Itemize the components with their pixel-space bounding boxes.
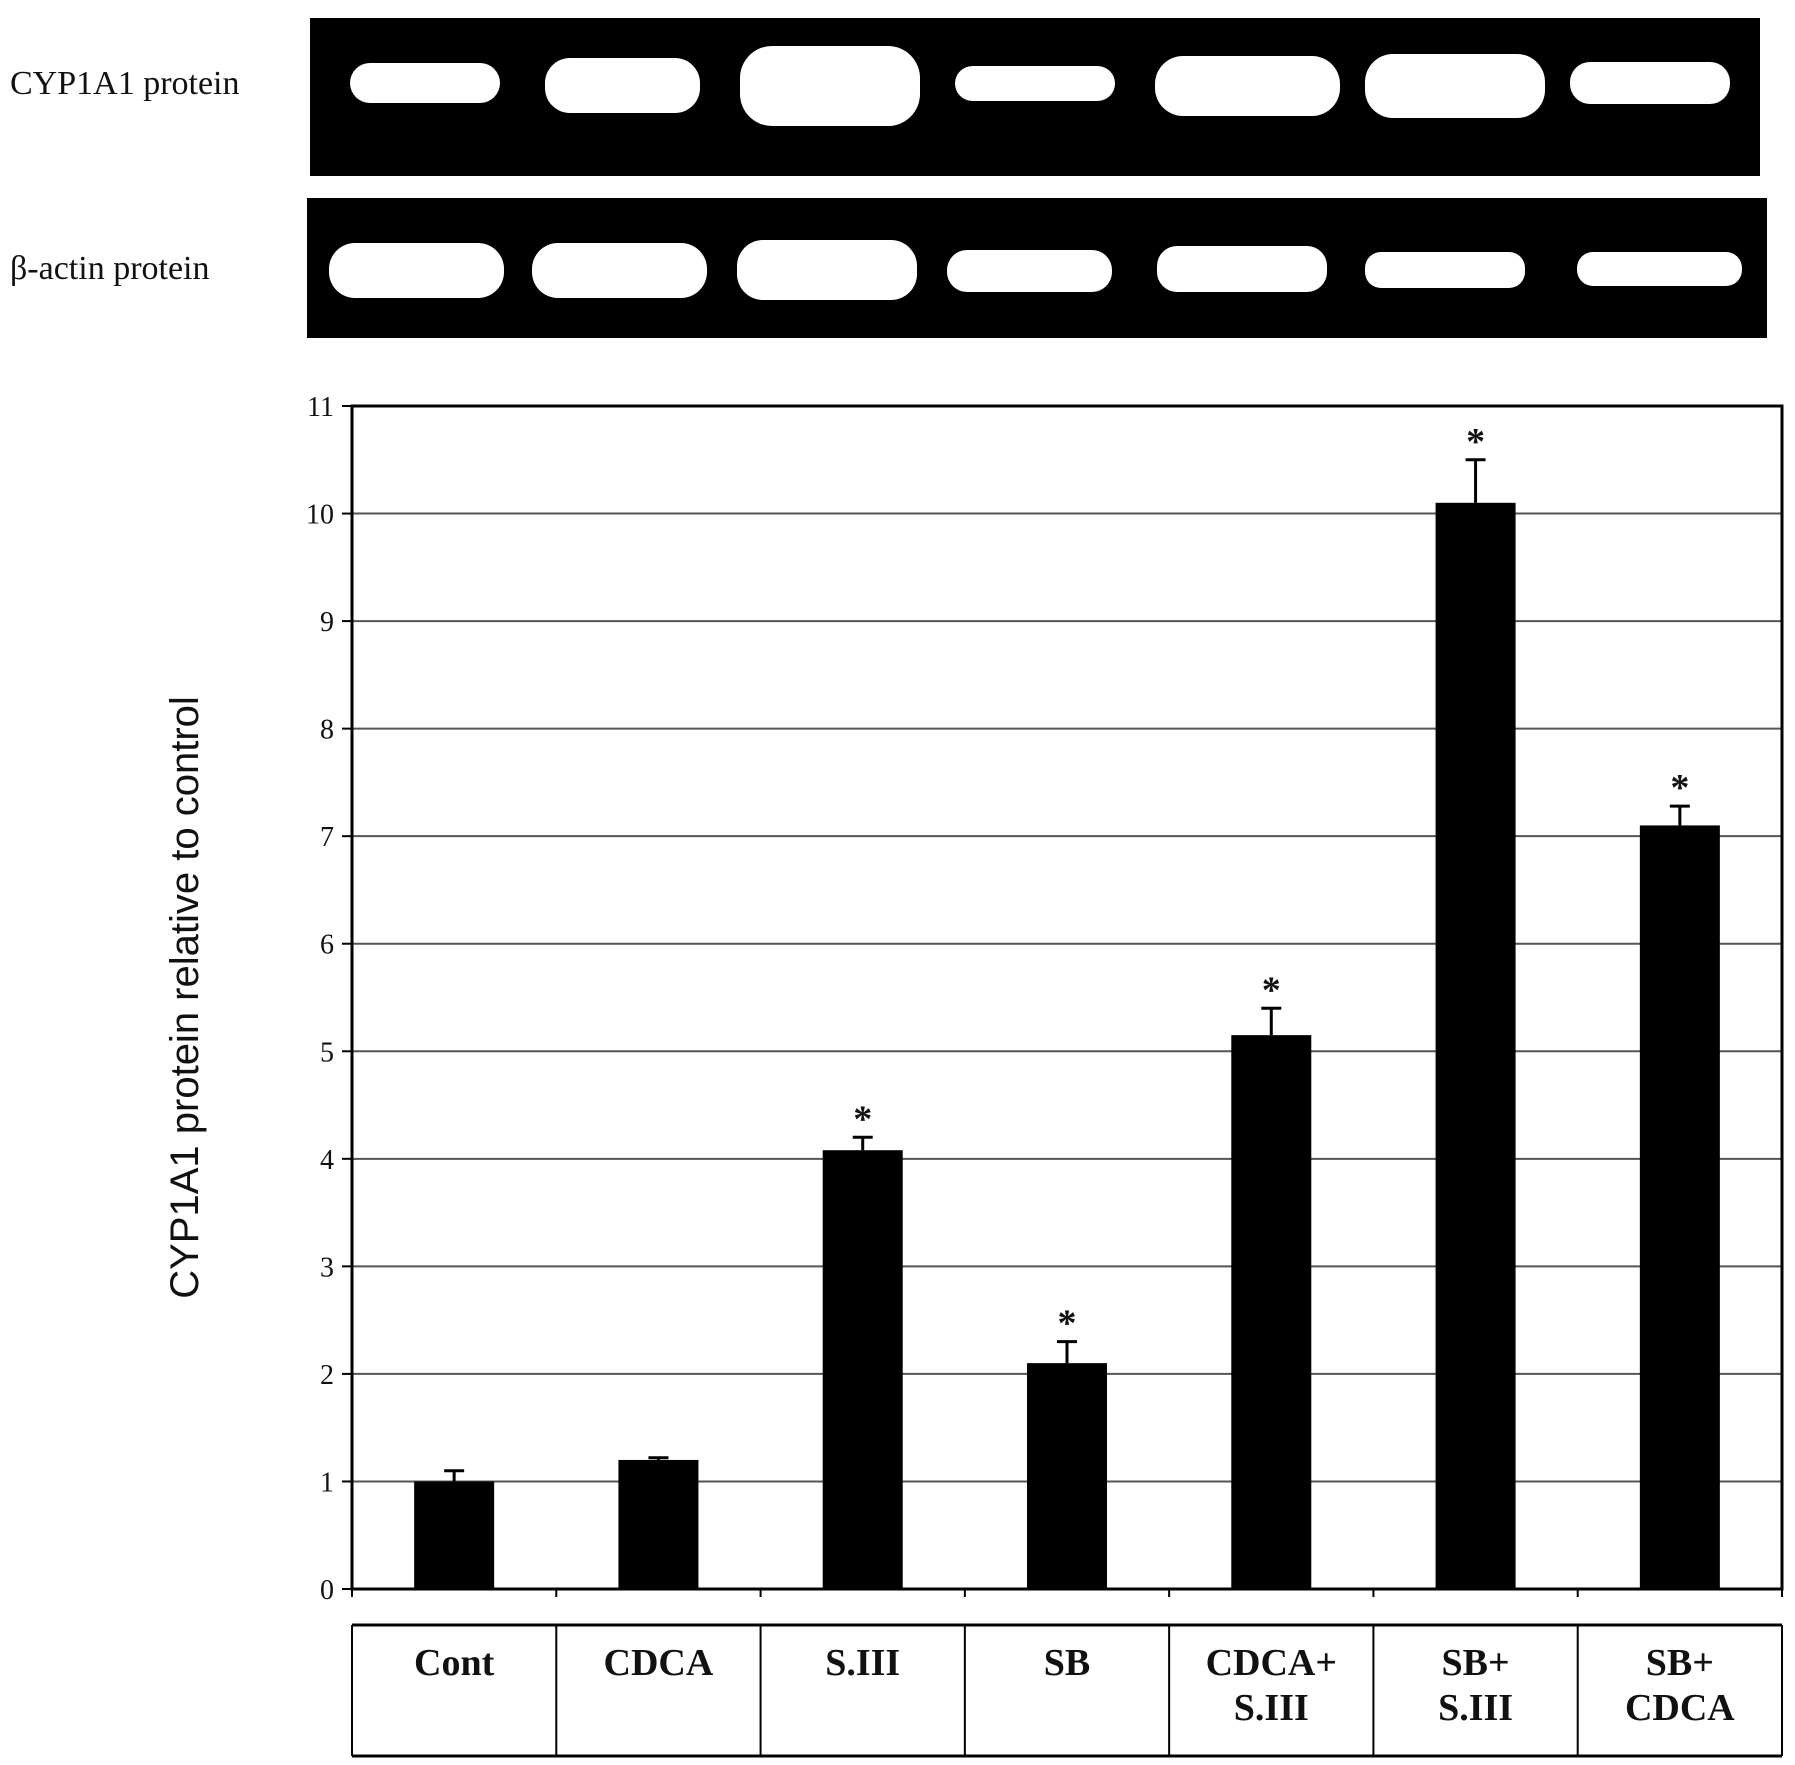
bar xyxy=(822,1150,903,1589)
beta-actin-blot-label: β-actin protein xyxy=(10,250,210,287)
beta-actin-band xyxy=(329,243,504,298)
beta-actin-blot-image xyxy=(307,198,1767,338)
category-label: S.III xyxy=(1438,1687,1513,1729)
y-tick-label: 1 xyxy=(320,1467,334,1498)
bar xyxy=(414,1481,495,1589)
cyp1a1-band xyxy=(955,66,1115,101)
category-label: S.III xyxy=(825,1642,900,1684)
y-tick-label: 3 xyxy=(320,1252,334,1283)
category-label: Cont xyxy=(414,1642,495,1684)
y-tick-label: 7 xyxy=(320,822,334,853)
y-tick-label: 8 xyxy=(320,715,334,746)
bar xyxy=(1027,1363,1107,1589)
y-tick-label: 5 xyxy=(320,1037,334,1068)
beta-actin-band xyxy=(1157,246,1327,292)
cyp1a1-blot-label: CYP1A1 protein xyxy=(10,65,240,102)
cyp1a1-blot-image xyxy=(310,18,1760,176)
significance-star: * xyxy=(853,1098,872,1140)
cyp1a1-band xyxy=(350,63,500,103)
bar xyxy=(1639,825,1720,1589)
beta-actin-band xyxy=(532,243,707,298)
cyp1a1-band xyxy=(545,58,700,113)
significance-star: * xyxy=(1058,1303,1077,1345)
beta-actin-band xyxy=(947,250,1112,292)
y-tick-label: 2 xyxy=(320,1360,334,1391)
significance-star: * xyxy=(1670,767,1689,809)
bar xyxy=(618,1459,699,1589)
y-tick-label: 6 xyxy=(320,930,334,961)
y-tick-label: 11 xyxy=(307,392,334,423)
beta-actin-band xyxy=(737,240,917,300)
category-label: CDCA xyxy=(1625,1687,1735,1729)
y-axis-label: CYP1A1 protein relative to control xyxy=(163,696,207,1299)
category-label: S.III xyxy=(1234,1687,1309,1729)
category-label: CDCA xyxy=(604,1642,714,1684)
beta-actin-band xyxy=(1365,252,1525,288)
beta-actin-band xyxy=(1577,252,1742,286)
cyp1a1-band xyxy=(1570,62,1730,104)
significance-star: * xyxy=(1262,969,1281,1011)
bar xyxy=(1231,1035,1312,1589)
significance-star: * xyxy=(1466,421,1485,463)
y-tick-label: 10 xyxy=(306,500,334,531)
cyp1a1-band xyxy=(740,46,920,126)
y-tick-label: 9 xyxy=(320,607,334,638)
y-tick-label: 4 xyxy=(320,1145,334,1176)
bar xyxy=(1435,502,1516,1590)
category-label: SB xyxy=(1044,1642,1090,1684)
category-label: SB+ xyxy=(1442,1642,1510,1684)
y-tick-label: 0 xyxy=(320,1575,334,1606)
cyp1a1-band xyxy=(1155,56,1340,116)
category-label: CDCA+ xyxy=(1206,1642,1337,1684)
category-label: SB+ xyxy=(1646,1642,1714,1684)
cyp1a1-band xyxy=(1365,54,1545,118)
